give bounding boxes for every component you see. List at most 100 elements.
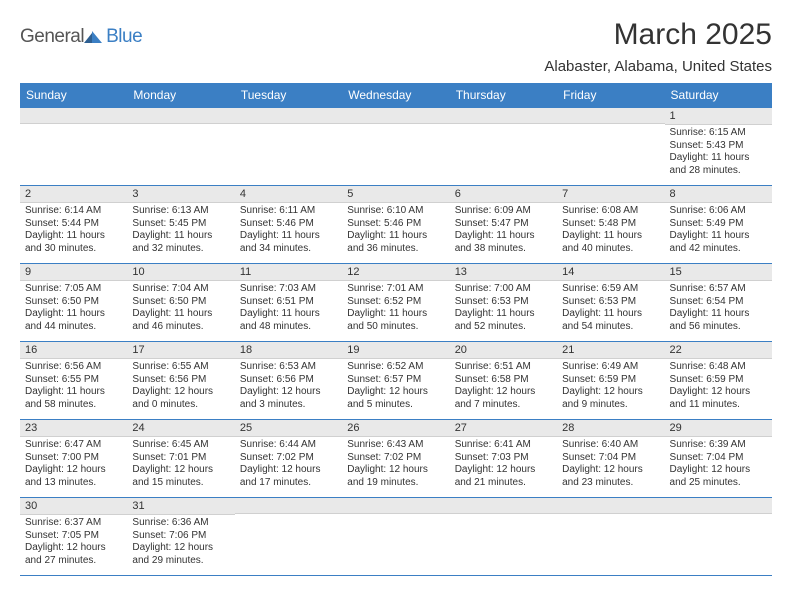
day-number — [557, 108, 664, 124]
calendar-cell: 22Sunrise: 6:48 AMSunset: 6:59 PMDayligh… — [665, 342, 772, 420]
day-detail-line: Sunset: 7:02 PM — [240, 452, 337, 465]
day-detail-line: Sunset: 7:03 PM — [455, 452, 552, 465]
calendar-cell — [450, 498, 557, 576]
calendar-cell — [665, 498, 772, 576]
day-detail-line: and 58 minutes. — [25, 399, 122, 412]
day-detail-line: Daylight: 12 hours — [455, 386, 552, 399]
day-number — [557, 498, 664, 514]
day-number: 2 — [20, 186, 127, 203]
day-detail-line: Daylight: 11 hours — [25, 308, 122, 321]
day-number: 20 — [450, 342, 557, 359]
calendar-cell: 10Sunrise: 7:04 AMSunset: 6:50 PMDayligh… — [127, 264, 234, 342]
calendar-cell: 5Sunrise: 6:10 AMSunset: 5:46 PMDaylight… — [342, 186, 449, 264]
day-detail-line: Sunset: 6:50 PM — [132, 296, 229, 309]
logo-mark-icon — [84, 27, 104, 48]
day-number: 11 — [235, 264, 342, 281]
day-detail-line: Sunrise: 6:56 AM — [25, 361, 122, 374]
day-detail-line: Sunrise: 6:51 AM — [455, 361, 552, 374]
day-number: 15 — [665, 264, 772, 281]
logo-text-general: General — [20, 26, 84, 48]
calendar-cell: 24Sunrise: 6:45 AMSunset: 7:01 PMDayligh… — [127, 420, 234, 498]
calendar-cell: 28Sunrise: 6:40 AMSunset: 7:04 PMDayligh… — [557, 420, 664, 498]
calendar-cell — [20, 108, 127, 186]
day-detail-line: Daylight: 11 hours — [562, 308, 659, 321]
day-details: Sunrise: 6:06 AMSunset: 5:49 PMDaylight:… — [665, 203, 772, 258]
day-detail-line: and 25 minutes. — [670, 477, 767, 490]
title-block: March 2025 Alabaster, Alabama, United St… — [544, 18, 772, 75]
day-details: Sunrise: 6:39 AMSunset: 7:04 PMDaylight:… — [665, 437, 772, 492]
day-detail-line: Sunset: 7:06 PM — [132, 530, 229, 543]
day-detail-line: Daylight: 12 hours — [347, 464, 444, 477]
calendar-week-row: 9Sunrise: 7:05 AMSunset: 6:50 PMDaylight… — [20, 264, 772, 342]
day-detail-line: and 9 minutes. — [562, 399, 659, 412]
day-detail-line: and 15 minutes. — [132, 477, 229, 490]
calendar-cell: 23Sunrise: 6:47 AMSunset: 7:00 PMDayligh… — [20, 420, 127, 498]
calendar-cell: 3Sunrise: 6:13 AMSunset: 5:45 PMDaylight… — [127, 186, 234, 264]
day-detail-line: Sunrise: 6:52 AM — [347, 361, 444, 374]
day-number: 29 — [665, 420, 772, 437]
day-details: Sunrise: 7:05 AMSunset: 6:50 PMDaylight:… — [20, 281, 127, 336]
day-detail-line: and 11 minutes. — [670, 399, 767, 412]
day-details: Sunrise: 6:13 AMSunset: 5:45 PMDaylight:… — [127, 203, 234, 258]
day-detail-line: Sunrise: 6:59 AM — [562, 283, 659, 296]
day-details: Sunrise: 6:55 AMSunset: 6:56 PMDaylight:… — [127, 359, 234, 414]
day-detail-line: Daylight: 11 hours — [240, 230, 337, 243]
day-details: Sunrise: 6:59 AMSunset: 6:53 PMDaylight:… — [557, 281, 664, 336]
day-number: 5 — [342, 186, 449, 203]
day-detail-line: Sunset: 7:02 PM — [347, 452, 444, 465]
day-detail-line: Sunset: 5:46 PM — [240, 218, 337, 231]
day-detail-line: Sunrise: 6:47 AM — [25, 439, 122, 452]
day-detail-line: Sunset: 5:48 PM — [562, 218, 659, 231]
day-number: 26 — [342, 420, 449, 437]
calendar-cell — [342, 498, 449, 576]
day-detail-line: and 5 minutes. — [347, 399, 444, 412]
day-detail-line: and 54 minutes. — [562, 321, 659, 334]
day-detail-line: Sunrise: 6:08 AM — [562, 205, 659, 218]
day-number: 19 — [342, 342, 449, 359]
day-detail-line: Daylight: 11 hours — [347, 230, 444, 243]
day-number: 1 — [665, 108, 772, 125]
day-number: 7 — [557, 186, 664, 203]
logo: General Blue — [20, 26, 142, 48]
day-detail-line: Sunset: 6:56 PM — [240, 374, 337, 387]
day-detail-line: Sunset: 5:47 PM — [455, 218, 552, 231]
day-detail-line: Daylight: 11 hours — [670, 308, 767, 321]
day-detail-line: Sunset: 7:00 PM — [25, 452, 122, 465]
day-details: Sunrise: 6:56 AMSunset: 6:55 PMDaylight:… — [20, 359, 127, 414]
day-detail-line: Daylight: 12 hours — [25, 464, 122, 477]
day-detail-line: Daylight: 11 hours — [132, 230, 229, 243]
calendar-cell: 20Sunrise: 6:51 AMSunset: 6:58 PMDayligh… — [450, 342, 557, 420]
day-detail-line: Daylight: 12 hours — [132, 386, 229, 399]
weekday-header: Saturday — [665, 83, 772, 108]
day-detail-line: Daylight: 12 hours — [132, 464, 229, 477]
day-detail-line: Sunrise: 6:15 AM — [670, 127, 767, 140]
day-detail-line: Sunset: 6:59 PM — [670, 374, 767, 387]
day-detail-line: Sunrise: 6:06 AM — [670, 205, 767, 218]
day-detail-line: Daylight: 12 hours — [670, 386, 767, 399]
day-detail-line: Sunset: 5:46 PM — [347, 218, 444, 231]
calendar-cell: 31Sunrise: 6:36 AMSunset: 7:06 PMDayligh… — [127, 498, 234, 576]
day-detail-line: and 42 minutes. — [670, 243, 767, 256]
day-details: Sunrise: 6:11 AMSunset: 5:46 PMDaylight:… — [235, 203, 342, 258]
day-detail-line: Sunrise: 7:05 AM — [25, 283, 122, 296]
day-details: Sunrise: 6:43 AMSunset: 7:02 PMDaylight:… — [342, 437, 449, 492]
day-detail-line: and 21 minutes. — [455, 477, 552, 490]
calendar-cell — [450, 108, 557, 186]
day-number — [342, 498, 449, 514]
day-detail-line: Sunrise: 6:11 AM — [240, 205, 337, 218]
day-detail-line: Sunrise: 6:43 AM — [347, 439, 444, 452]
day-detail-line: Sunset: 6:50 PM — [25, 296, 122, 309]
day-detail-line: and 30 minutes. — [25, 243, 122, 256]
day-detail-line: and 40 minutes. — [562, 243, 659, 256]
calendar-cell — [235, 498, 342, 576]
location: Alabaster, Alabama, United States — [544, 58, 772, 75]
calendar-cell — [557, 108, 664, 186]
day-detail-line: Sunrise: 6:13 AM — [132, 205, 229, 218]
day-detail-line: and 50 minutes. — [347, 321, 444, 334]
day-detail-line: Daylight: 12 hours — [347, 386, 444, 399]
calendar-cell: 12Sunrise: 7:01 AMSunset: 6:52 PMDayligh… — [342, 264, 449, 342]
day-detail-line: Sunrise: 6:40 AM — [562, 439, 659, 452]
day-number — [20, 108, 127, 124]
weekday-header: Friday — [557, 83, 664, 108]
day-detail-line: and 29 minutes. — [132, 555, 229, 568]
